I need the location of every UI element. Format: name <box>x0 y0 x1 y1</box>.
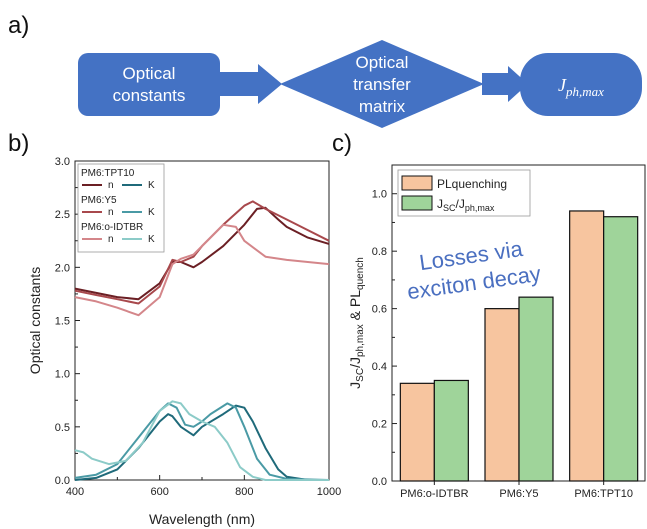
series-line-2 <box>74 223 330 317</box>
category-label: PM6:TPT10 <box>574 488 633 500</box>
panel-label-b: b) <box>8 130 30 157</box>
y-tick-label-b: 2.5 <box>55 209 70 221</box>
flow-box1-line2: constants <box>113 86 186 105</box>
jph-max-box <box>520 53 642 116</box>
legend-box-b <box>77 163 165 253</box>
legend-group-title: PM6:TPT10 <box>81 168 135 179</box>
y-axis-title-c: JSC/Jph,max & PLquench <box>347 257 366 389</box>
category-label: PM6:Y5 <box>499 488 538 500</box>
bar-1-2 <box>603 216 639 482</box>
legend-swatch-c <box>401 195 433 211</box>
legend-k-label: K <box>148 234 155 245</box>
flow-diamond-line3: matrix <box>359 97 406 116</box>
flow-arrow-1 <box>220 64 282 104</box>
y-tick-label-c: 0.8 <box>372 246 387 258</box>
x-tick-label-b: 600 <box>150 486 168 498</box>
y-tick-label-b: 1.0 <box>55 369 70 381</box>
legend-k-label: K <box>148 207 155 218</box>
legend-group-title: PM6:o-IDTBR <box>81 222 143 233</box>
series-line-5 <box>74 400 329 481</box>
y-tick-label-c: 1.0 <box>372 189 387 201</box>
bar-1-1 <box>518 296 554 482</box>
legend-swatch-c <box>401 175 433 191</box>
y-tick-label-b: 0.5 <box>55 422 70 434</box>
legend-n-label: n <box>108 180 114 191</box>
flow-diagram: Optical constants Optical transfer matri… <box>78 40 642 128</box>
x-axis-title-b: Wavelength (nm) <box>149 511 255 527</box>
bar-0-2 <box>569 210 605 482</box>
y-tick-label-b: 3.0 <box>55 156 70 168</box>
y-tick-label-c: 0.0 <box>372 476 387 488</box>
legend-label-c: PLquenching <box>437 177 507 191</box>
panel-label-a: a) <box>8 12 30 39</box>
legend-k-label: K <box>148 180 155 191</box>
y-tick-label-b: 1.5 <box>55 316 70 328</box>
flow-box1-line1: Optical <box>123 64 176 83</box>
flow-diamond-line2: transfer <box>353 75 411 94</box>
panel-label-c: c) <box>332 130 352 157</box>
bar-0-1 <box>484 308 520 482</box>
y-tick-label-c: 0.4 <box>372 361 387 373</box>
optical-transfer-matrix-diamond <box>280 40 484 128</box>
optical-constants-box <box>78 53 220 116</box>
series-line-4 <box>74 402 330 481</box>
flow-arrow-2 <box>482 66 528 102</box>
y-tick-label-b: 0.0 <box>55 475 70 487</box>
series-line-3 <box>74 404 329 481</box>
legend-n-label: n <box>108 234 114 245</box>
legend-label-c: JSC/Jph,max <box>437 197 495 213</box>
y-axis-title-b: Optical constants <box>27 267 43 374</box>
flow-output-label: Jph,max <box>558 75 604 99</box>
y-tick-label-c: 0.2 <box>372 419 387 431</box>
x-tick-label-b: 400 <box>66 486 84 498</box>
losses-bar-chart: 0.0 0.2 0.4 0.6 0.8 1.0 PM6:o-IDTBR PM6:Y5 PM6:T… <box>347 164 646 500</box>
x-tick-label-b: 800 <box>235 486 253 498</box>
series-line-0 <box>74 206 330 301</box>
flow-diamond-line1: Optical <box>356 53 409 72</box>
y-tick-label-c: 0.6 <box>372 304 387 316</box>
category-label: PM6:o-IDTBR <box>400 488 469 500</box>
optical-constants-chart: 400 600 800 1000 0.0 0.5 1.0 1.5 2.0 2.5 3.0 Wavele… <box>27 156 341 527</box>
bar-1-0 <box>433 379 469 482</box>
legend-group-title: PM6:Y5 <box>81 195 117 206</box>
x-tick-label-b: 1000 <box>317 486 341 498</box>
legend-n-label: n <box>108 207 114 218</box>
bar-0-0 <box>399 382 435 482</box>
y-tick-label-b: 2.0 <box>55 262 70 274</box>
